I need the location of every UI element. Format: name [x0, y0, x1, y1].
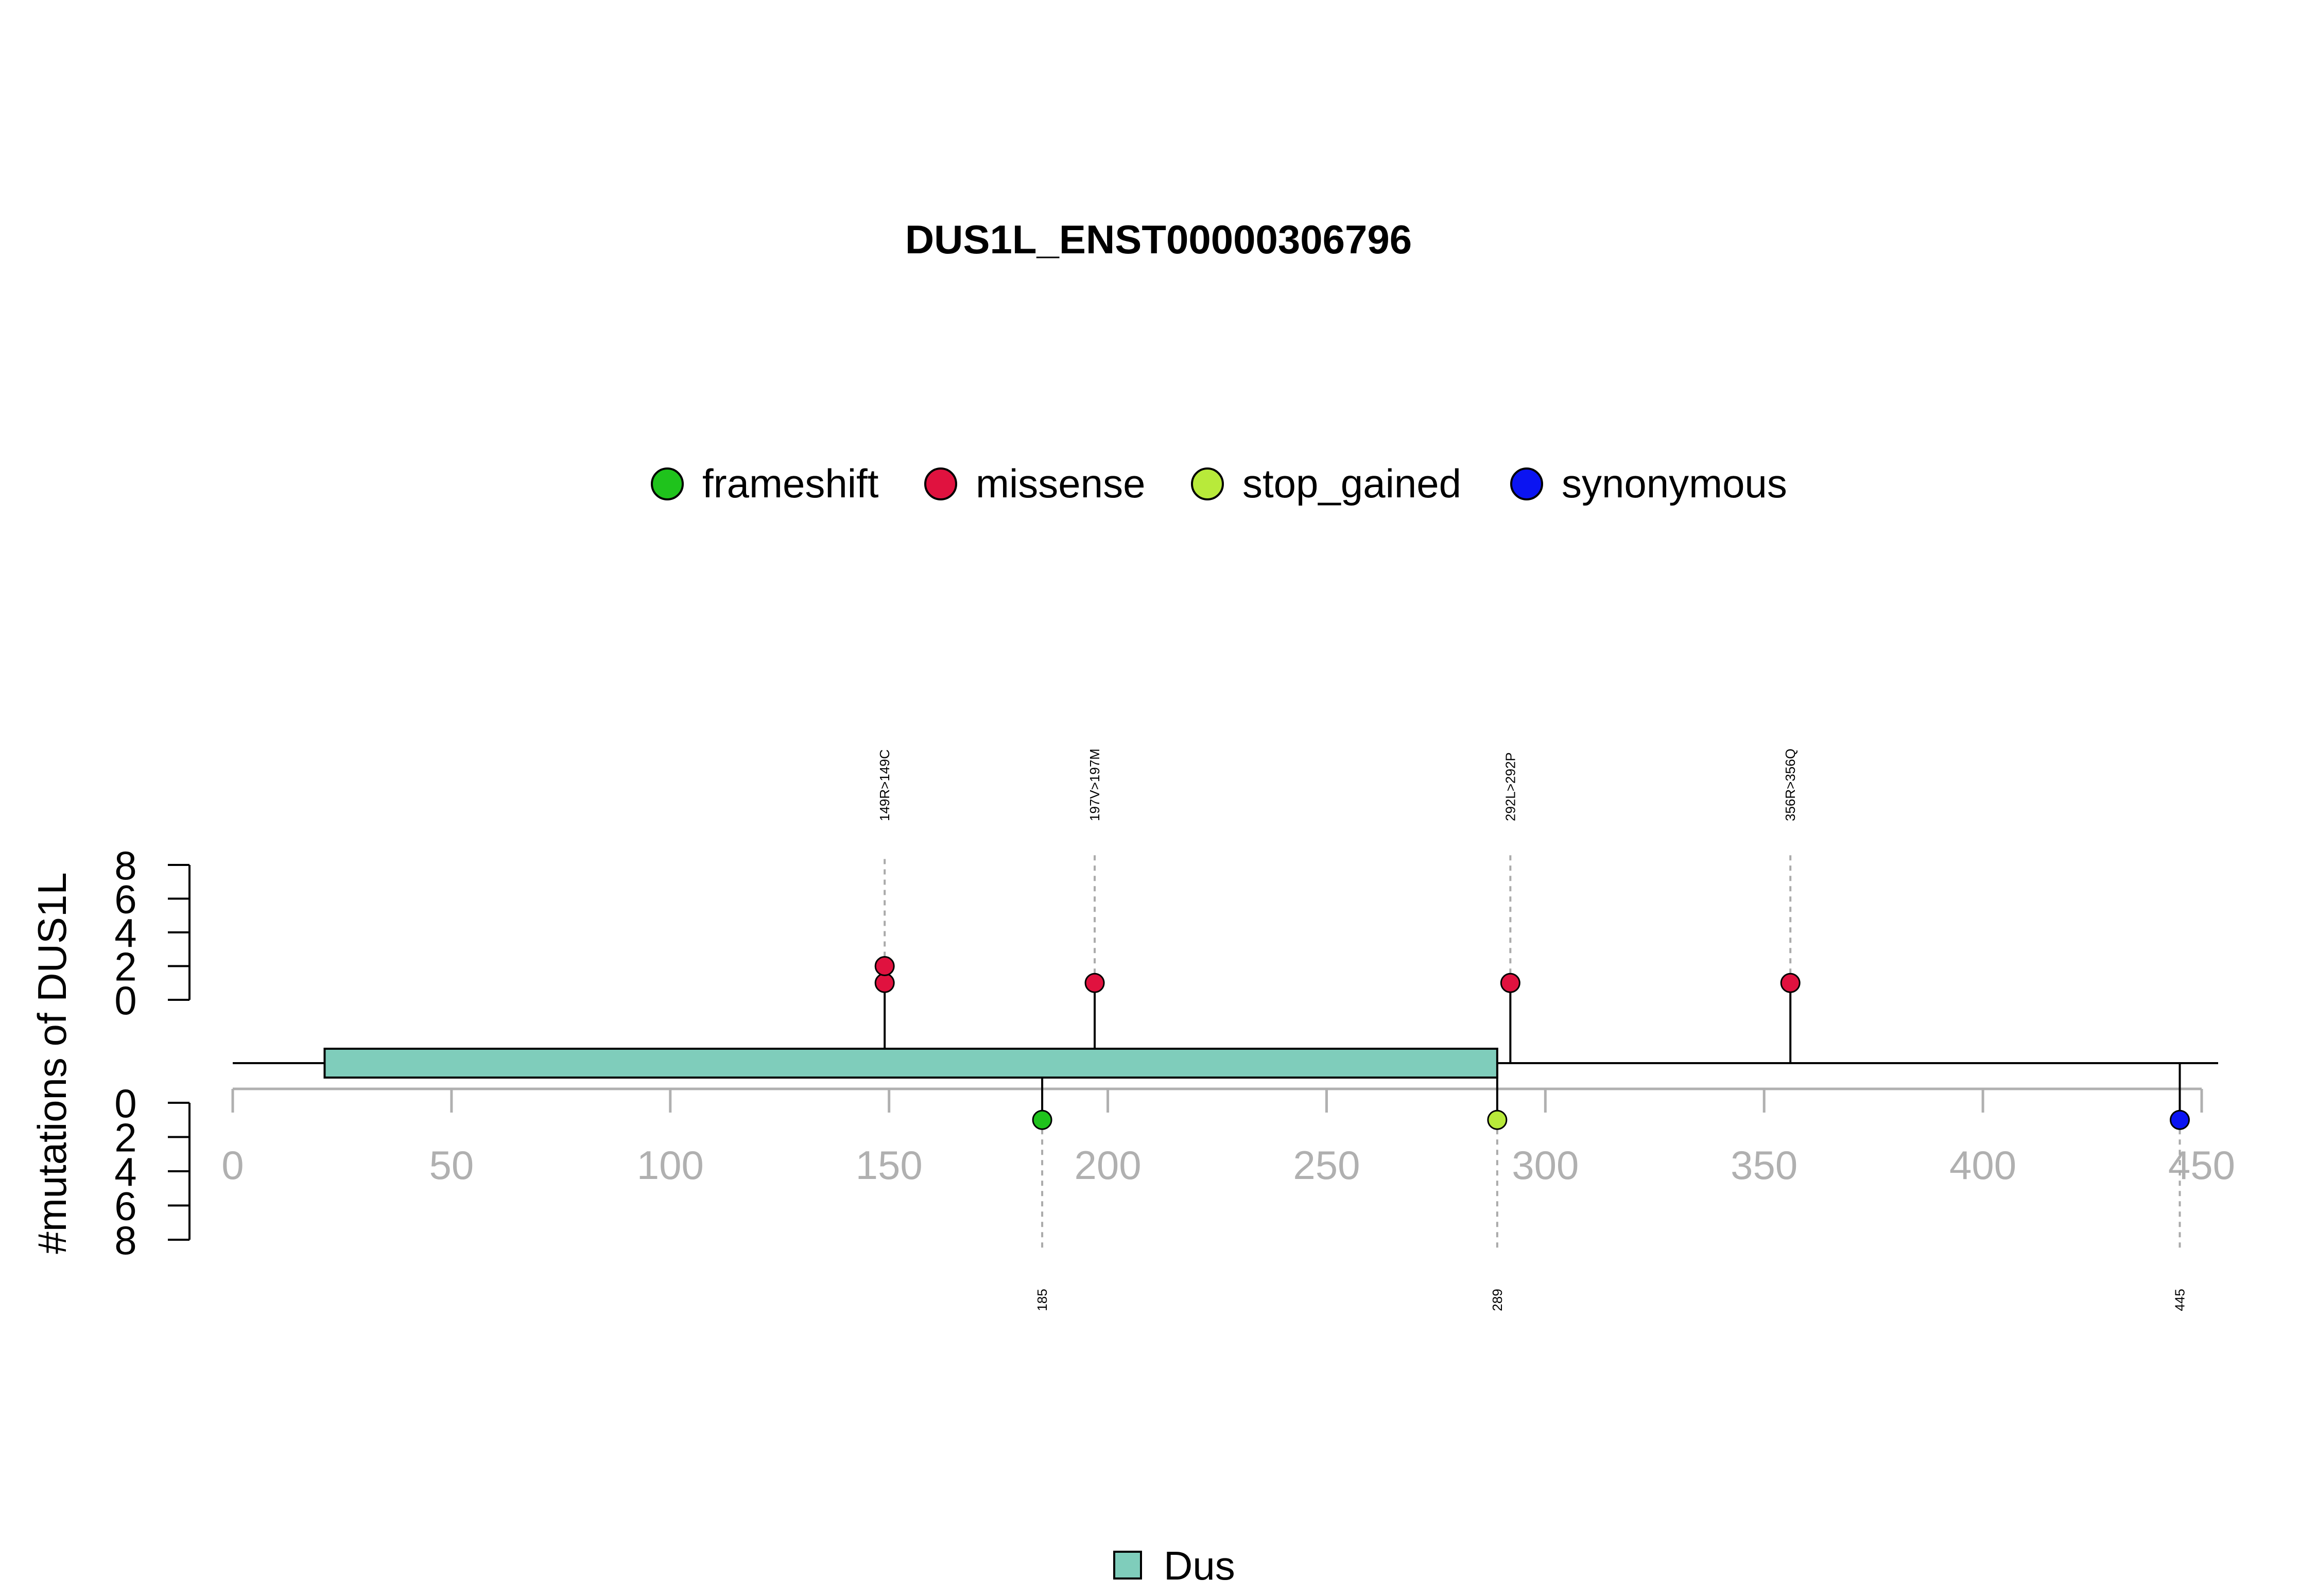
x-tick-label: 450 — [2168, 1142, 2235, 1188]
domain-legend: Dus — [1113, 1543, 1235, 1588]
mutation-point-missense — [1084, 973, 1105, 993]
mutation-point-missense — [1500, 973, 1520, 993]
x-tick-label: 250 — [1293, 1142, 1360, 1188]
y-tick-label-top: 2 — [114, 944, 136, 990]
domain-dus — [323, 1048, 1498, 1079]
protein-domains — [323, 1048, 1498, 1079]
mutation-point-missense — [1780, 973, 1801, 993]
y-tick-label-bottom: 2 — [114, 1115, 136, 1160]
mutation-type-legend: frameshift missense stop_gained synonymous — [651, 461, 1787, 506]
legend-marker-stop-gained — [1191, 467, 1224, 500]
y-axis-label: #mutations of DUS1L — [29, 872, 75, 1254]
legend-label-synonymous: synonymous — [1562, 461, 1787, 506]
mutation-label-bottom: 185 — [1034, 1289, 1050, 1311]
domain-legend-swatch-dus — [1113, 1551, 1142, 1580]
legend-marker-missense — [924, 467, 957, 500]
mutation-label-top: 292L>292P — [1502, 752, 1518, 821]
mutation-label-top: 197V>197M — [1087, 749, 1102, 821]
x-tick-label: 50 — [429, 1142, 474, 1188]
mutation-point-synonymous — [2170, 1109, 2190, 1130]
x-tick-label: 200 — [1074, 1142, 1141, 1188]
mutation-points — [874, 956, 2190, 1130]
y-tick-label-top: 8 — [114, 843, 136, 888]
domain-legend-label-dus: Dus — [1164, 1543, 1235, 1588]
x-tick-label: 150 — [856, 1142, 923, 1188]
legend-label-missense: missense — [976, 461, 1145, 506]
y-tick-label-bottom: 6 — [114, 1184, 136, 1229]
y-tick-label-top: 6 — [114, 877, 136, 922]
mutation-labels: 149R>149C 197V>197M 292L>292P 356R>356Q 185 2… — [877, 749, 2187, 1311]
x-tick-label: 400 — [1949, 1142, 2016, 1188]
mutation-point-missense — [874, 956, 895, 976]
x-tick-label: 300 — [1512, 1142, 1579, 1188]
mutation-label-top: 356R>356Q — [1783, 749, 1798, 821]
x-tick-label: 350 — [1731, 1142, 1797, 1188]
mutation-label-bottom: 445 — [2172, 1289, 2188, 1311]
y-tick-label-bottom: 0 — [114, 1081, 136, 1126]
y-tick-label-top: 4 — [114, 910, 136, 956]
mutation-point-frameshift — [1032, 1109, 1052, 1130]
mutation-point-missense — [874, 973, 895, 993]
mutation-label-bottom: 289 — [1490, 1289, 1505, 1311]
chart-title: DUS1L_ENST00000306796 — [905, 217, 1412, 262]
y-tick-label-bottom: 4 — [114, 1149, 136, 1194]
legend-label-frameshift: frameshift — [702, 461, 879, 506]
x-tick-label: 0 — [221, 1142, 244, 1188]
y-tick-label-top: 0 — [114, 978, 136, 1023]
legend-marker-synonymous — [1510, 467, 1543, 500]
y-tick-label-bottom: 8 — [114, 1218, 136, 1263]
mutation-label-top: 149R>149C — [877, 750, 892, 822]
x-tick-label: 100 — [637, 1142, 704, 1188]
x-axis: 0 50 100 150 200 250 300 350 400 450 — [221, 1087, 2235, 1188]
legend-label-stop-gained: stop_gained — [1242, 461, 1461, 506]
mutation-point-stop-gained — [1487, 1109, 1508, 1130]
legend-marker-frameshift — [651, 467, 684, 500]
